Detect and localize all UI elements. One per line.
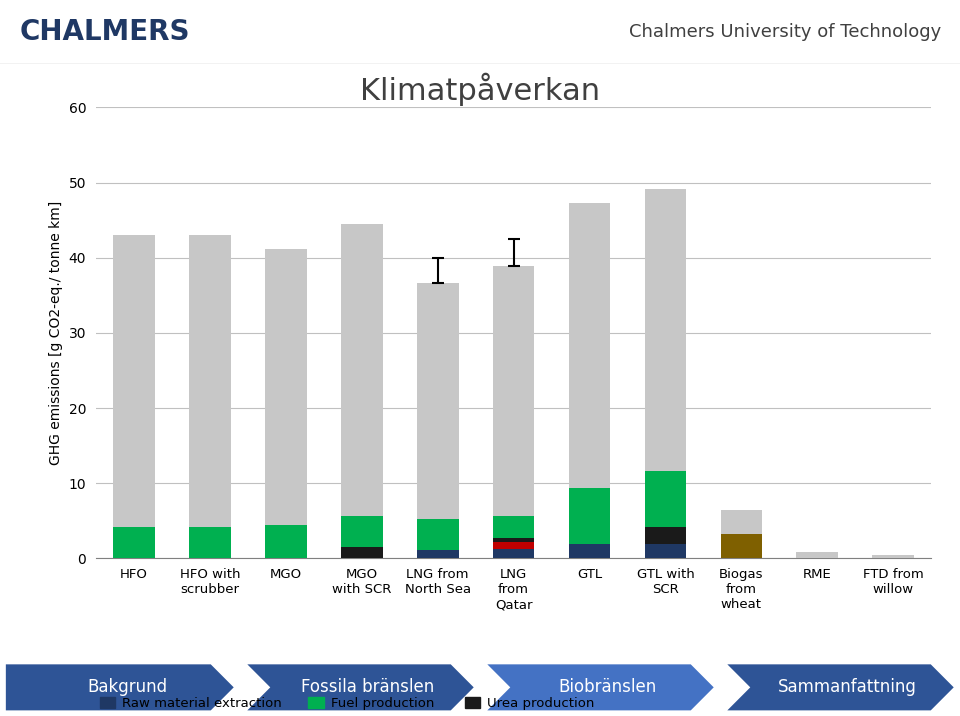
Bar [568,488,611,544]
Bar [189,527,230,558]
Bar [568,203,611,488]
Bar [265,525,306,558]
Text: Klimatpåverkan: Klimatpåverkan [360,73,600,106]
Polygon shape [725,663,955,712]
Bar [492,538,535,542]
Bar [417,283,459,518]
Polygon shape [245,663,475,712]
Bar [644,544,686,558]
Bar [417,550,459,558]
Text: Fossila bränslen: Fossila bränslen [300,678,434,697]
Text: Chalmers University of Technology: Chalmers University of Technology [629,23,941,42]
Bar [721,534,762,558]
Bar [644,470,686,527]
Bar [417,518,459,550]
Bar [341,516,383,547]
Legend: Raw material extraction, Cultivation, Fuel production, Fuel distribution, Urea p: Raw material extraction, Cultivation, Fu… [94,692,647,716]
Bar [721,511,762,534]
Bar [492,516,535,538]
Bar [189,235,230,527]
Bar [644,527,686,544]
Bar [341,547,383,558]
Bar [873,555,914,558]
Bar [492,549,535,558]
Text: CHALMERS: CHALMERS [19,18,190,47]
Bar [265,249,306,525]
Text: Sammanfattning: Sammanfattning [778,678,917,697]
Bar [797,553,838,558]
Bar [492,266,535,516]
Bar [644,189,686,470]
Bar [341,224,383,516]
Bar [492,542,535,549]
Bar [568,544,611,558]
Bar [113,527,155,558]
Y-axis label: GHG emissions [g CO2-eq./ tonne km]: GHG emissions [g CO2-eq./ tonne km] [49,200,63,465]
Bar [113,235,155,527]
Text: Biobränslen: Biobränslen [558,678,657,697]
Polygon shape [5,663,235,712]
Text: Bakgrund: Bakgrund [87,678,167,697]
Polygon shape [485,663,715,712]
